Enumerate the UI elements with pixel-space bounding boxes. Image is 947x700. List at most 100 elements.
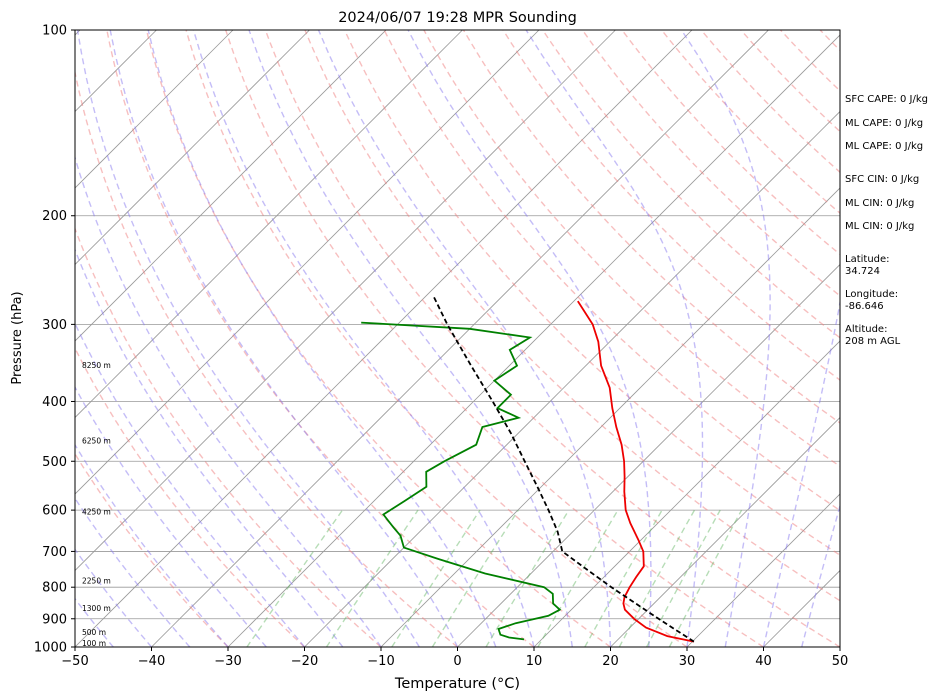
mixing-ratio-line — [645, 509, 721, 647]
mixing-ratio-line — [325, 509, 419, 647]
stats-line: SFC CAPE: 0 J/kg — [845, 94, 928, 105]
isotherm-line — [75, 30, 310, 266]
x-tick-label: 40 — [755, 654, 772, 669]
x-tick-label: 50 — [832, 654, 849, 669]
height-label: 4250 m — [82, 507, 111, 516]
moist-adiabat-line — [147, 30, 497, 647]
height-label: 6250 m — [82, 437, 111, 446]
moist-adiabat-line — [762, 298, 840, 647]
x-tick-label: −40 — [138, 654, 165, 669]
y-axis-label: Pressure (hPa) — [10, 291, 25, 384]
dry-adiabat-line — [225, 30, 764, 647]
moist-adiabat-line — [192, 30, 535, 647]
x-tick-label: 0 — [453, 654, 461, 669]
parcel-trace — [432, 295, 695, 643]
dry-adiabat-line — [75, 452, 229, 647]
stats-line: ML CIN: 0 J/kg — [845, 221, 914, 232]
y-axis-ticks: 1000 900 800 700 600 500 400 300 200 100 — [34, 24, 75, 656]
y-tick-label: 200 — [42, 209, 67, 224]
mixing-ratio-line — [537, 509, 619, 647]
isotherm-line — [0, 30, 4, 647]
y-tick-label: 800 — [42, 581, 67, 596]
moist-adiabat-line — [680, 30, 771, 647]
moist-adiabat-line — [801, 503, 840, 647]
mixing-ratio-line — [391, 509, 481, 647]
stats-line: 34.724 — [845, 266, 880, 277]
moist-adiabat-line — [75, 597, 114, 647]
isotherm-line — [457, 263, 840, 647]
isotherm-line — [75, 30, 234, 189]
stats-line: ML CIN: 0 J/kg — [845, 198, 914, 209]
height-label: 1300 m — [82, 604, 111, 613]
y-tick-label: 500 — [42, 455, 67, 470]
dry-adiabat-line — [304, 30, 840, 602]
mixing-ratio-line — [485, 509, 570, 647]
x-tick-label: −30 — [214, 654, 241, 669]
dry-adiabat-line — [75, 69, 458, 647]
y-tick-label: 900 — [42, 612, 67, 627]
plot-frame — [74, 29, 841, 648]
stats-line: ML CAPE: 0 J/kg — [845, 141, 923, 152]
moist-adiabat-line — [109, 30, 459, 647]
moist-adiabat-line — [75, 247, 344, 647]
dry-adiabat-line — [343, 30, 840, 556]
y-tick-label: 600 — [42, 504, 67, 519]
isotherm-line — [227, 34, 840, 647]
y-tick-label: 400 — [42, 395, 67, 410]
isotherm-line — [75, 30, 540, 495]
isotherm-line — [75, 30, 463, 419]
temperature-trace — [577, 300, 695, 643]
stats-line: 208 m AGL — [845, 336, 901, 347]
y-tick-label: 100 — [42, 24, 67, 39]
x-tick-label: −10 — [367, 654, 394, 669]
isotherm-line — [75, 30, 693, 647]
stats-panel: SFC CAPE: 0 J/kg ML CAPE: 0 J/kg ML CAPE: … — [845, 94, 928, 347]
isotherm-line — [304, 110, 840, 647]
dry-adiabat-line — [383, 30, 840, 512]
isotherm-line — [151, 30, 769, 647]
height-label: 100 m — [82, 639, 106, 648]
stats-line: ML CAPE: 0 J/kg — [845, 118, 923, 129]
isotherm-line — [610, 416, 840, 647]
stats-line: Altitude: — [845, 324, 887, 335]
moist-adiabat-line — [248, 30, 573, 647]
data-lines — [361, 295, 695, 643]
stats-line: -86.646 — [845, 301, 884, 312]
dry-adiabat-line — [106, 30, 535, 647]
moist-adiabat-line — [75, 155, 382, 647]
height-label: 500 m — [82, 628, 106, 637]
isotherm-line — [380, 187, 840, 647]
x-tick-label: 30 — [679, 654, 696, 669]
isotherm-line — [533, 340, 840, 647]
mixing-ratio-line — [246, 509, 344, 647]
stats-line: Longitude: — [845, 289, 898, 300]
moist-adiabat-line — [407, 30, 652, 647]
x-axis-ticks: −50 −40 −30 −20 −10 0 10 20 30 40 50 — [61, 647, 848, 669]
y-tick-label: 300 — [42, 318, 67, 333]
x-tick-label: −20 — [291, 654, 318, 669]
height-label: 8250 m — [82, 361, 111, 370]
dry-adiabat-line — [145, 30, 611, 647]
dry-adiabat-line — [264, 30, 840, 647]
moist-adiabat-line — [525, 30, 704, 647]
dry-adiabat-line — [75, 346, 305, 647]
moist-adiabat-line — [75, 497, 191, 647]
isotherm-line — [686, 493, 840, 647]
isotherm-line — [75, 30, 387, 342]
dry-adiabat-line — [185, 30, 688, 647]
y-tick-label: 1000 — [34, 641, 67, 656]
moist-adiabat-line — [75, 443, 229, 647]
mixing-ratio-line — [431, 509, 519, 647]
moist-adiabat-line — [76, 30, 420, 647]
y-tick-label: 700 — [42, 545, 67, 560]
chart-title: 2024/06/07 19:28 MPR Sounding — [338, 10, 577, 26]
x-tick-label: 10 — [526, 654, 543, 669]
isotherm-line — [75, 30, 616, 572]
moist-adiabat-line — [317, 30, 612, 647]
mixing-ratio-line — [584, 509, 663, 647]
dry-adiabat-line — [423, 30, 840, 468]
background-lines — [0, 30, 840, 647]
x-axis-label: Temperature (°C) — [394, 676, 520, 692]
dry-adiabat-line — [75, 226, 382, 647]
